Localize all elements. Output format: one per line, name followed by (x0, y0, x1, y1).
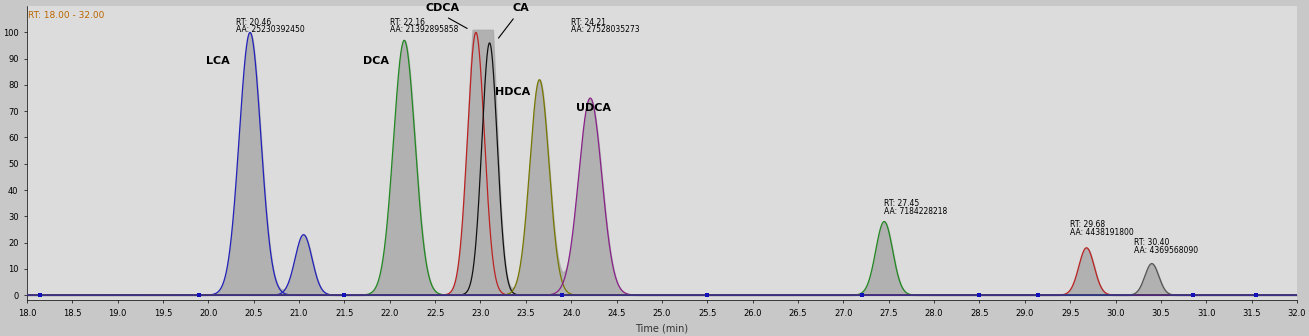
Text: AA: 25230392450: AA: 25230392450 (236, 26, 304, 34)
Text: RT: 27.45: RT: 27.45 (884, 199, 919, 208)
Text: CDCA: CDCA (425, 3, 459, 13)
Text: RT: 20.46: RT: 20.46 (236, 17, 271, 27)
Text: AA: 21392895858: AA: 21392895858 (390, 26, 458, 34)
Text: AA: 4369568090: AA: 4369568090 (1134, 246, 1198, 255)
Text: RT: 22.16: RT: 22.16 (390, 17, 424, 27)
Text: RT: 29.68: RT: 29.68 (1071, 220, 1105, 229)
X-axis label: Time (min): Time (min) (635, 323, 689, 333)
Text: AA: 4438191800: AA: 4438191800 (1071, 228, 1134, 237)
Text: UDCA: UDCA (576, 103, 611, 113)
Text: RT: 24.21: RT: 24.21 (571, 17, 606, 27)
Text: AA: 27528035273: AA: 27528035273 (571, 26, 640, 34)
Text: RT: 18.00 - 32.00: RT: 18.00 - 32.00 (27, 10, 105, 19)
Text: DCA: DCA (363, 56, 389, 66)
Text: HDCA: HDCA (495, 87, 530, 97)
Text: CA: CA (513, 3, 530, 13)
Text: LCA: LCA (206, 56, 229, 66)
Text: AA: 7184228218: AA: 7184228218 (884, 207, 948, 216)
Text: RT: 30.40: RT: 30.40 (1134, 238, 1169, 247)
